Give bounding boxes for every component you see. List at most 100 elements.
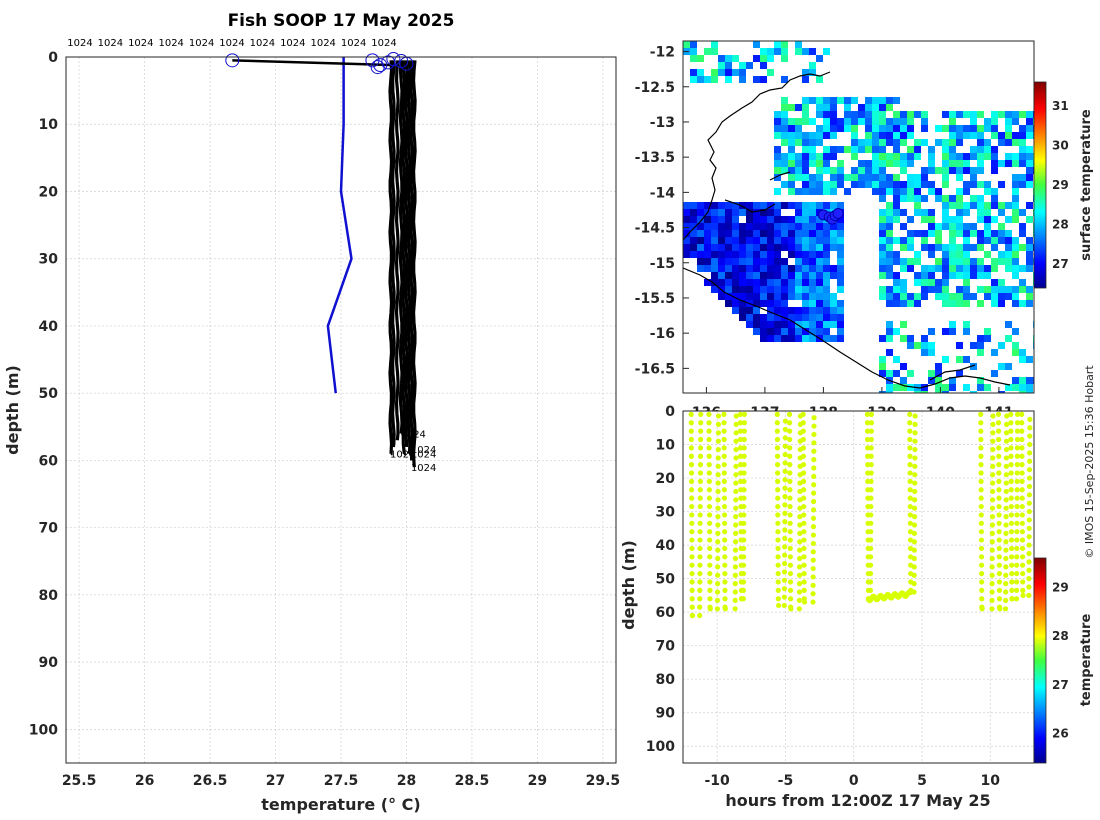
- sst-cell: [802, 216, 809, 223]
- section-data-point: [733, 455, 739, 461]
- profile-y-tick-label: 20: [39, 184, 59, 200]
- section-data-point: [996, 570, 1002, 577]
- section-data-point: [737, 445, 744, 451]
- sst-cell: [942, 160, 949, 167]
- section-data-point: [996, 503, 1002, 510]
- sst-cell: [767, 293, 774, 300]
- temperature-profile-line: [401, 60, 407, 456]
- sst-cell: [956, 265, 963, 272]
- sst-cell: [970, 195, 977, 202]
- sst-cell: [711, 76, 718, 83]
- sst-cell: [879, 251, 886, 258]
- section-data-point: [796, 564, 803, 570]
- sst-cell: [900, 188, 907, 195]
- sst-cell: [900, 118, 907, 125]
- section-data-point: [722, 537, 728, 543]
- profile-top-label: 1024: [219, 38, 244, 49]
- profile-chart: 25.5 26 26.5 27 27.5 28 28.5 29 29.5010203040506…: [3, 38, 620, 814]
- section-data-point: [706, 420, 712, 426]
- section-data-point: [688, 453, 695, 459]
- section-data-point: [1026, 542, 1032, 548]
- sst-cell: [963, 153, 970, 160]
- sst-cell: [802, 118, 809, 125]
- sst-cell: [830, 97, 837, 104]
- sst-cell: [963, 286, 970, 293]
- sst-cell: [865, 167, 872, 174]
- sst-cell: [991, 244, 998, 251]
- sst-cell: [690, 202, 697, 209]
- sst-cell: [1005, 118, 1012, 125]
- section-data-point: [978, 453, 984, 459]
- section-data-point: [911, 539, 917, 545]
- sst-cell: [781, 139, 788, 146]
- sst-cell: [711, 230, 718, 237]
- sst-cell: [935, 293, 942, 300]
- section-data-point: [721, 470, 727, 476]
- sst-cell: [816, 300, 823, 307]
- sst-cell: [858, 181, 865, 188]
- section-data-point: [715, 488, 721, 495]
- sst-cell: [928, 377, 935, 384]
- sst-cell: [935, 363, 942, 370]
- sst-cell: [683, 237, 690, 244]
- sst-cell: [886, 188, 893, 195]
- sst-cell: [816, 167, 823, 174]
- sst-cell: [1026, 391, 1033, 393]
- section-data-point: [811, 440, 817, 446]
- section-data-point: [989, 522, 995, 528]
- sst-cell: [704, 216, 711, 223]
- sst-cell: [802, 314, 809, 321]
- section-data-point: [733, 480, 739, 486]
- sst-cell: [753, 258, 760, 265]
- sst-cell: [886, 244, 893, 251]
- profile-start-marker: [386, 52, 401, 67]
- sst-cell: [704, 237, 711, 244]
- profile-top-label: 1024: [128, 38, 153, 49]
- section-data-point: [787, 478, 793, 484]
- section-data-point: [781, 602, 787, 609]
- section-data-point: [688, 420, 694, 426]
- section-data-point: [697, 596, 703, 602]
- section-data-point: [978, 529, 985, 535]
- sst-cell: [802, 272, 809, 279]
- sst-cell: [746, 272, 753, 279]
- sst-cell: [809, 314, 816, 321]
- section-data-point: [706, 470, 712, 476]
- sst-cell: [795, 167, 802, 174]
- sst-cell: [788, 223, 795, 230]
- sst-cell: [893, 139, 900, 146]
- section-data-point: [775, 495, 781, 501]
- sst-cell: [879, 237, 886, 244]
- sst-cell: [928, 272, 935, 279]
- section-data-point: [688, 436, 694, 443]
- sst-cell: [809, 335, 816, 342]
- sst-cell: [830, 167, 837, 174]
- section-data-point: [782, 426, 788, 433]
- sst-cell: [879, 272, 886, 279]
- sst-cell: [956, 216, 963, 223]
- sst-cell: [781, 118, 788, 125]
- section-data-point: [1014, 436, 1021, 443]
- section-data-point: [775, 537, 781, 543]
- section-data-point: [1014, 411, 1021, 417]
- sst-cell: [788, 265, 795, 272]
- section-data-point: [1019, 554, 1026, 560]
- section-data-point: [989, 505, 996, 511]
- section-data-point: [912, 455, 918, 461]
- sst-cell: [739, 293, 746, 300]
- sst-cell: [683, 230, 690, 237]
- sst-cell: [858, 111, 865, 118]
- sst-cell: [844, 174, 851, 181]
- section-data-point: [1019, 495, 1025, 501]
- temperature-colorbar-tick: 27: [1052, 678, 1069, 692]
- section-data-point: [1003, 455, 1010, 461]
- sst-cell: [879, 216, 886, 223]
- section-data-point: [1003, 446, 1010, 453]
- section-data-point: [741, 537, 747, 543]
- section-data-point: [1003, 463, 1009, 469]
- sst-cell: [1012, 202, 1019, 209]
- map-y-tick-label: -15.5: [635, 291, 675, 307]
- section-data-point: [774, 411, 780, 417]
